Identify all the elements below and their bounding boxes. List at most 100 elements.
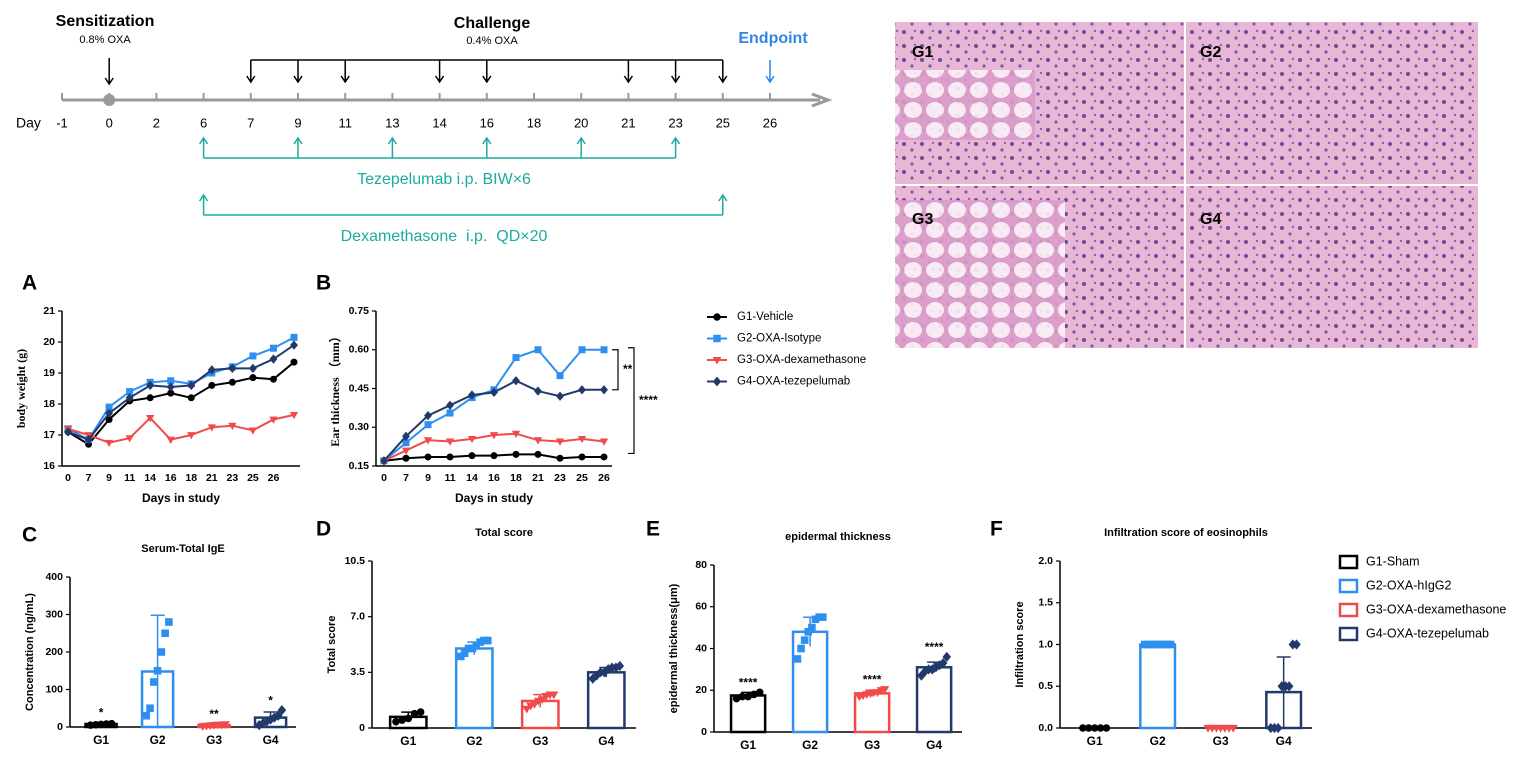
significance-bracket: [628, 347, 635, 455]
marker: [530, 701, 540, 709]
marker: [290, 340, 298, 350]
x-tick-label: G3: [864, 738, 880, 752]
marker: [289, 411, 299, 420]
significance-label: *: [268, 693, 273, 707]
y-axis-label: Concentration (ng/mL): [24, 593, 36, 711]
marker: [166, 436, 175, 444]
histology-image: [1186, 22, 1478, 184]
arrow: [104, 58, 114, 86]
significance-label: **: [623, 362, 633, 376]
histology-label: G2: [1200, 44, 1221, 61]
marker: [402, 454, 410, 462]
marker: [467, 435, 477, 444]
marker: [401, 447, 411, 455]
marker: [248, 427, 258, 435]
marker: [712, 356, 722, 365]
y-tick-label: 0.0: [1038, 722, 1053, 734]
y-tick-label: 1.0: [1038, 638, 1053, 650]
arrow: [293, 60, 303, 84]
arrow: [340, 60, 350, 84]
x-tick-label: 23: [554, 472, 566, 484]
arrow: [670, 60, 681, 84]
marker: [290, 358, 298, 366]
y-axis-label: body weight (g): [14, 349, 28, 428]
y-tick-label: 0: [701, 726, 707, 738]
x-tick-label: G1: [1087, 734, 1103, 748]
y-tick-label: 19: [43, 367, 55, 379]
legend-label: G1-Vehicle: [737, 311, 793, 323]
legend-label: G4-OXA-tezepelumab: [1366, 626, 1489, 640]
marker: [468, 390, 476, 400]
y-tick-label: 300: [45, 608, 63, 620]
marker: [1273, 722, 1283, 734]
marker: [228, 378, 236, 386]
marker: [105, 408, 114, 418]
y-axis-label: Total score: [326, 616, 338, 674]
marker: [808, 623, 816, 632]
histology-label: G4: [1200, 211, 1221, 228]
marker: [187, 380, 196, 391]
treatment-arrow: [718, 193, 728, 215]
arrow: [765, 60, 775, 84]
marker: [793, 655, 802, 663]
y-tick-label: 0: [359, 722, 365, 734]
x-tick-label: 26: [598, 472, 610, 484]
x-tick-label: G2: [150, 733, 166, 747]
marker: [277, 705, 287, 716]
marker: [290, 333, 298, 341]
bar: [454, 647, 494, 730]
y-tick-label: 16: [43, 460, 55, 472]
marker: [273, 710, 283, 721]
marker: [578, 453, 586, 461]
marker: [512, 354, 520, 361]
bar: [853, 692, 891, 734]
marker: [125, 435, 134, 443]
x-tick-label: 26: [268, 472, 280, 484]
x-tick-label: 7: [86, 472, 92, 484]
treatment-arrow: [576, 136, 586, 158]
marker: [423, 437, 433, 445]
marker: [424, 453, 432, 461]
x-tick-label: G2: [466, 734, 482, 748]
legend-label: G3-OXA-dexamethasone: [737, 354, 866, 366]
marker: [424, 421, 432, 429]
x-tick-label: G4: [1276, 734, 1292, 748]
marker: [468, 452, 476, 460]
histology: G1 G2 G3 G4: [895, 22, 1478, 348]
y-tick-label: 0.75: [349, 305, 370, 317]
y-tick-label: 3.5: [350, 666, 365, 678]
marker: [534, 450, 542, 458]
x-tick-label: G2: [1150, 734, 1166, 748]
day-tick-label: 16: [480, 115, 494, 130]
treatment-arrow: [198, 136, 209, 158]
day-tick-label: 25: [716, 115, 730, 130]
day-tick-label: 23: [668, 115, 682, 130]
endpoint-title: Endpoint: [738, 30, 808, 47]
x-tick-label: 23: [227, 472, 239, 484]
x-tick-label: 25: [247, 472, 259, 484]
marker: [157, 648, 166, 656]
legend-swatch: [1338, 554, 1359, 570]
marker: [269, 354, 278, 364]
y-tick-label: 60: [695, 601, 707, 613]
significance-label: ****: [925, 640, 944, 654]
x-tick-label: 11: [124, 472, 135, 484]
marker: [249, 374, 257, 382]
y-tick-label: 0.60: [349, 344, 370, 356]
panel-letter: C: [22, 524, 37, 547]
x-tick-label: 18: [185, 472, 197, 484]
x-axis-label: Days in study: [142, 491, 220, 505]
legend-label: G2-OXA-Isotype: [737, 333, 821, 345]
marker: [165, 618, 173, 626]
x-tick-label: 9: [425, 472, 431, 484]
x-tick-label: 16: [488, 472, 500, 484]
marker: [187, 394, 195, 402]
legend-swatch: [1338, 578, 1359, 594]
y-tick-label: 200: [45, 646, 63, 658]
marker: [537, 696, 547, 704]
marker: [125, 393, 134, 403]
day-tick-label: 11: [338, 115, 352, 130]
x-tick-label: 18: [510, 472, 522, 484]
marker: [797, 644, 805, 653]
marker: [446, 400, 454, 410]
